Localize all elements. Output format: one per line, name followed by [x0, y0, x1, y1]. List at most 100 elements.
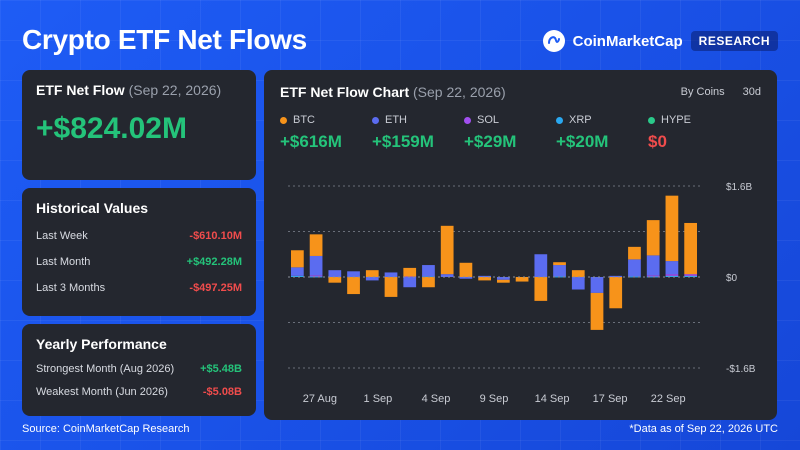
bar-eth	[665, 261, 679, 275]
bar-eth	[496, 277, 510, 280]
bar-eth	[628, 259, 641, 277]
bar-xrp	[309, 276, 323, 278]
bar-eth	[478, 275, 492, 277]
legend-name: XRP	[569, 114, 592, 126]
bar-btc	[309, 234, 323, 256]
bar-btc	[422, 277, 435, 288]
coinmarketcap-logo-icon	[542, 30, 565, 52]
bar-btc	[534, 277, 548, 301]
yearly-row-weakest: Weakest Month (Jun 2026) -$5.08B	[36, 386, 242, 398]
bar-eth	[553, 265, 566, 277]
chart-title-date: (Sep 22, 2026)	[413, 84, 506, 100]
legend-item-sol: SOL +$29M	[464, 114, 534, 152]
row-label: Last Week	[36, 230, 88, 242]
bar-btc	[590, 292, 604, 330]
row-value: -$497.25M	[189, 282, 242, 294]
legend-name: ETH	[385, 114, 407, 126]
bar-btc	[515, 277, 529, 282]
historical-row-last-month: Last Month +$492.28M	[36, 256, 242, 268]
bar-eth	[534, 254, 548, 277]
bar-eth	[459, 277, 473, 279]
bar-eth	[365, 277, 379, 281]
x-tick-label: 22 Sep	[651, 393, 686, 405]
row-value: -$5.08B	[202, 386, 242, 398]
bar-eth	[290, 267, 304, 276]
bar-xrp	[684, 275, 698, 277]
bar-eth	[590, 277, 604, 293]
yearly-performance-card: Yearly Performance Strongest Month (Aug …	[22, 324, 256, 416]
bar-btc	[328, 277, 342, 283]
legend-name: HYPE	[661, 114, 691, 126]
bar-xrp	[665, 275, 679, 277]
bar-btc	[684, 222, 698, 275]
yearly-performance-title: Yearly Performance	[36, 336, 167, 352]
bar-btc	[384, 277, 398, 297]
x-tick-label: 27 Aug	[303, 393, 337, 405]
range-30d-toggle[interactable]: 30d	[742, 86, 761, 98]
bar-btc	[553, 262, 566, 266]
x-tick-label: 1 Sep	[364, 393, 393, 405]
chart-title-label: ETF Net Flow Chart	[280, 84, 410, 100]
y-tick-label: $1.6B	[726, 182, 752, 193]
bar-eth	[347, 271, 360, 277]
bar-sol	[684, 274, 698, 276]
row-value: -$610.10M	[189, 230, 242, 242]
bar-eth	[609, 275, 623, 277]
bar-sol	[309, 275, 323, 277]
legend-item-eth: ETH +$159M	[372, 114, 442, 152]
bar-btc	[609, 277, 623, 309]
legend-name: BTC	[293, 114, 315, 126]
net-flow-label: ETF Net Flow	[36, 82, 125, 98]
net-flow-card: ETF Net Flow (Sep 22, 2026) +$824.02M	[22, 70, 256, 180]
brand-name: CoinMarketCap	[572, 32, 683, 50]
bar-btc	[440, 225, 454, 275]
legend-item-btc: BTC +$616M	[280, 114, 350, 152]
legend-value: +$159M	[372, 132, 434, 151]
x-tick-label: 17 Sep	[593, 393, 628, 405]
bar-btc	[290, 250, 304, 268]
historical-row-last-week: Last Week -$610.10M	[36, 230, 242, 242]
bar-btc	[665, 195, 679, 262]
y-tick-label: $0	[726, 273, 738, 284]
legend-item-hype: HYPE $0	[648, 114, 718, 152]
bar-eth	[571, 277, 585, 290]
row-value: +$5.48B	[200, 363, 242, 375]
bar-eth	[440, 274, 454, 277]
bar-btc	[628, 246, 641, 260]
bar-eth	[403, 277, 417, 288]
yearly-row-strongest: Strongest Month (Aug 2026) +$5.48B	[36, 363, 242, 375]
net-flow-chart: $1.6B $0 -$1.6B 27 Aug 1 Sep 4 Sep 9 Sep 14 Sep…	[288, 182, 756, 405]
legend-dot	[648, 116, 655, 124]
net-flow-value: +$824.02M	[36, 112, 187, 145]
by-coins-toggle[interactable]: By Coins	[680, 86, 725, 98]
bar-eth	[309, 255, 323, 276]
bar-btc	[459, 262, 473, 277]
chart-legend: BTC +$616M ETH +$159M SOL +$29M XRP +$20…	[280, 114, 761, 152]
bar-btc	[478, 277, 492, 281]
historical-values-title: Historical Values	[36, 200, 149, 216]
bar-btc	[496, 279, 510, 283]
legend-item-xrp: XRP +$20M	[556, 114, 626, 152]
source-note: Source: CoinMarketCap Research	[22, 423, 190, 435]
bar-sol	[665, 274, 679, 276]
row-label: Strongest Month (Aug 2026)	[36, 363, 175, 375]
row-label: Weakest Month (Jun 2026)	[36, 386, 168, 398]
historical-values-card: Historical Values Last Week -$610.10M La…	[22, 188, 256, 316]
net-flow-chart-card: ETF Net Flow Chart (Sep 22, 2026) By Coi…	[264, 70, 777, 420]
x-tick-label: 14 Sep	[535, 393, 570, 405]
net-flow-title: ETF Net Flow (Sep 22, 2026)	[36, 82, 242, 98]
brand: CoinMarketCap RESEARCH	[542, 30, 778, 52]
legend-dot	[556, 116, 563, 124]
legend-value: +$616M	[280, 132, 342, 151]
bar-btc	[365, 270, 379, 277]
row-label: Last Month	[36, 256, 91, 268]
legend-dot	[280, 116, 287, 124]
legend-dot	[464, 116, 471, 124]
bar-btc	[646, 220, 660, 256]
row-label: Last 3 Months	[36, 282, 106, 294]
legend-value: $0	[648, 132, 667, 151]
chart-title: ETF Net Flow Chart (Sep 22, 2026)	[280, 84, 506, 100]
legend-value: +$20M	[556, 132, 609, 151]
page-title: Crypto ETF Net Flows	[22, 24, 307, 55]
net-flow-date: (Sep 22, 2026)	[128, 82, 222, 98]
